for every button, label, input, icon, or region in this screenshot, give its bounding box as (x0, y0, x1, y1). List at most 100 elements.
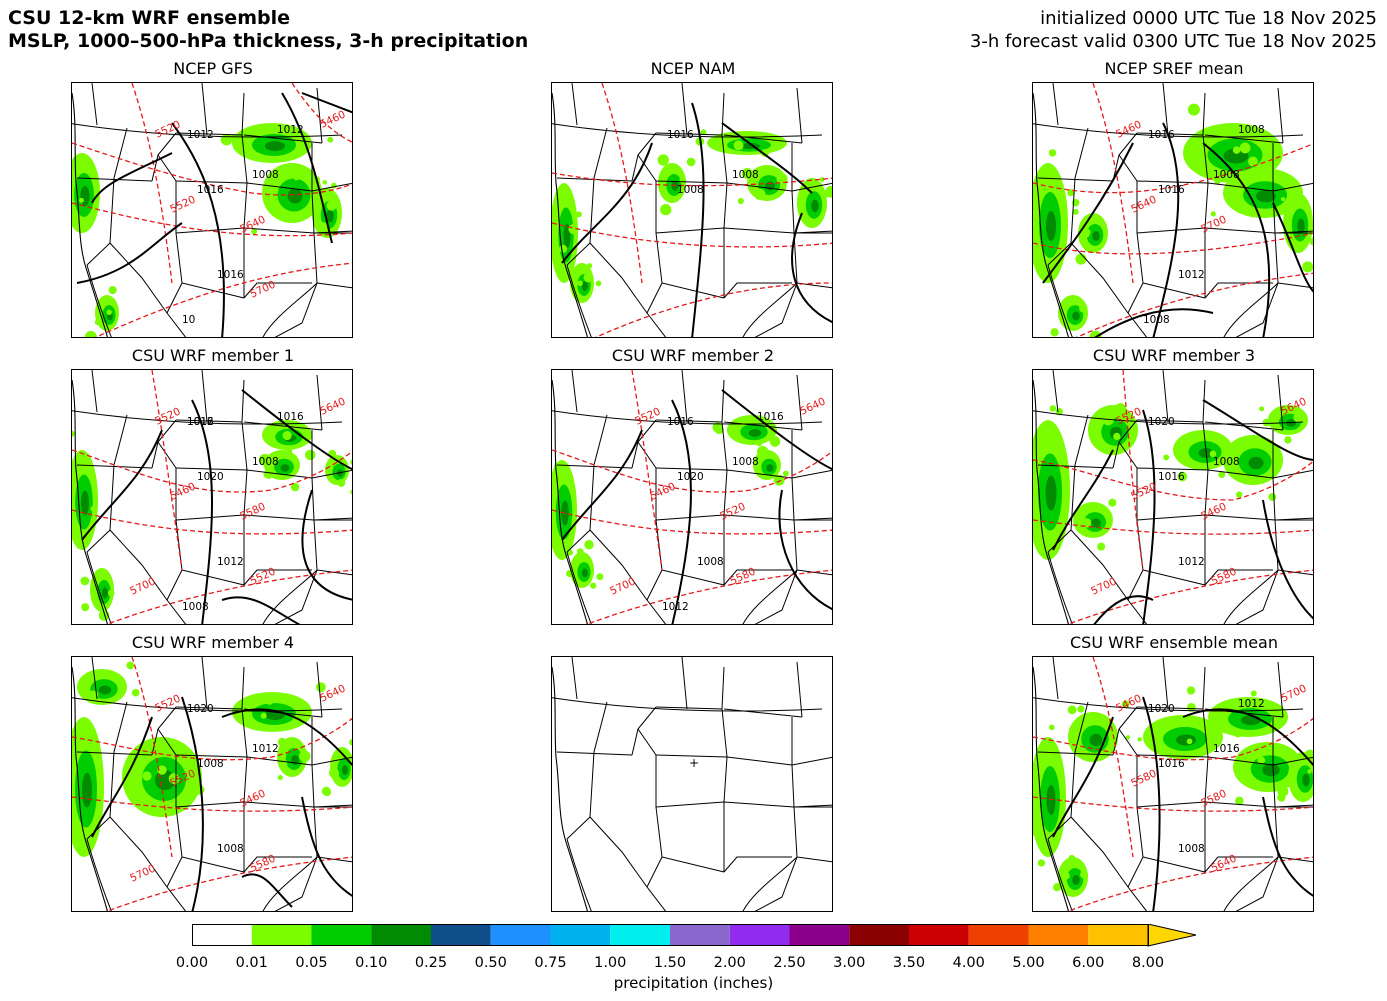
precip-speckle (220, 133, 233, 146)
thickness-label: 5700 (1089, 576, 1118, 598)
state-border (1277, 661, 1284, 718)
colorbar-tick-label: 0.50 (474, 955, 507, 971)
state-border (76, 464, 153, 469)
isobar-label: 1008 (1213, 169, 1240, 181)
colorbar-segment (729, 924, 790, 946)
colorbar-outline (192, 924, 1149, 946)
isobar-label: 1008 (732, 456, 759, 468)
precip-layer (72, 123, 342, 337)
thickness-label: 5580 (728, 566, 757, 588)
state-border (589, 242, 648, 314)
state-border (723, 708, 803, 718)
map-m2: 1016102010081008101610125520546055205580… (552, 370, 832, 624)
isobar-label: 1016 (667, 129, 694, 141)
precip-speckle (679, 177, 687, 184)
thickness-contour (1066, 569, 1313, 624)
precip-layer (72, 420, 352, 621)
thickness-contour (1122, 370, 1144, 571)
precip-heavy-area (582, 568, 588, 578)
precip-speckle (773, 474, 785, 486)
precip-speckle (90, 505, 97, 512)
colorbar-segment (371, 924, 431, 946)
state-border (723, 282, 792, 299)
precip-heavy-area (1046, 785, 1056, 815)
isobar (301, 92, 352, 114)
state-border (201, 83, 208, 136)
state-border (1033, 123, 1304, 138)
colorbar-tick-label: 8.00 (1131, 955, 1165, 971)
state-border (1235, 806, 1279, 911)
state-border (166, 856, 187, 911)
precip-speckle (1277, 785, 1289, 797)
state-border (1162, 370, 1169, 423)
precip-layer (1033, 403, 1308, 560)
precip-heavy-area (102, 587, 108, 599)
state-border (91, 370, 98, 413)
precip-speckle (280, 759, 288, 767)
precip-heavy-area (1091, 518, 1101, 528)
isobar (778, 489, 832, 611)
state-border (1033, 697, 1304, 712)
pressure-contours (1052, 399, 1313, 624)
state-border (566, 242, 591, 266)
coastline (552, 92, 588, 337)
state-border (556, 464, 633, 469)
isobar-label: 1008 (697, 556, 724, 568)
isobar (241, 873, 293, 908)
state-border (1202, 666, 1206, 710)
precip-heavy-area (342, 765, 348, 775)
state-border (1204, 282, 1273, 299)
state-borders (1033, 83, 1313, 337)
precip-speckle (1210, 211, 1216, 217)
map-panel-blank: + (551, 656, 833, 912)
colorbar-tick-label: 4.00 (952, 955, 985, 971)
precip-speckle (1186, 686, 1196, 695)
state-border (1047, 264, 1073, 337)
panel-title-m3: CSU WRF member 3 (1092, 346, 1256, 365)
thickness-label: 5700 (128, 863, 157, 885)
state-border (1118, 728, 1138, 807)
precip-speckle (80, 576, 90, 586)
state-border (1204, 569, 1273, 586)
state-border (655, 706, 728, 758)
thickness-label: 5700 (248, 279, 277, 301)
isobar-label: 1012 (1178, 556, 1205, 568)
state-border (1274, 230, 1313, 234)
precip-heavy-area (1302, 773, 1310, 787)
map-nam: 1016 1008 1008 (552, 83, 832, 337)
thickness-contour (131, 657, 173, 858)
thickness-label: 5700 (1199, 214, 1228, 236)
thickness-contours (1033, 657, 1313, 911)
coastline (1033, 92, 1069, 337)
precip-speckle (1033, 826, 1042, 837)
precip-speckle (1050, 328, 1059, 337)
precip-speckle (1121, 700, 1130, 708)
thickness-label: 5520 (718, 501, 747, 523)
precip-speckle (1068, 855, 1076, 863)
precip-speckle (1235, 796, 1244, 806)
precip-heavy-area (1241, 715, 1261, 725)
precip-speckle (587, 263, 593, 269)
state-border (723, 569, 792, 586)
precip-heavy-area (1045, 475, 1057, 511)
precip-speckle (1108, 498, 1117, 507)
state-border (742, 282, 798, 337)
isobar (1052, 716, 1114, 838)
thickness-label: 5700 (128, 576, 157, 598)
state-border (76, 177, 153, 182)
isobar (791, 212, 832, 324)
state-border (109, 529, 168, 601)
state-border (796, 661, 803, 718)
state-border (201, 370, 208, 423)
state-border (793, 804, 832, 808)
map-m1: 1016102010081012101610081012552054605580… (72, 370, 352, 624)
isobar (1182, 708, 1313, 767)
state-border (726, 756, 793, 766)
isobar-label: 1016 (667, 416, 694, 428)
thickness-label: 5700 (1279, 683, 1308, 705)
state-border (754, 806, 798, 911)
precip-speckle (1033, 212, 1041, 223)
state-border (243, 569, 312, 586)
isobar-label: 1012 (277, 124, 304, 136)
state-border (243, 856, 312, 873)
